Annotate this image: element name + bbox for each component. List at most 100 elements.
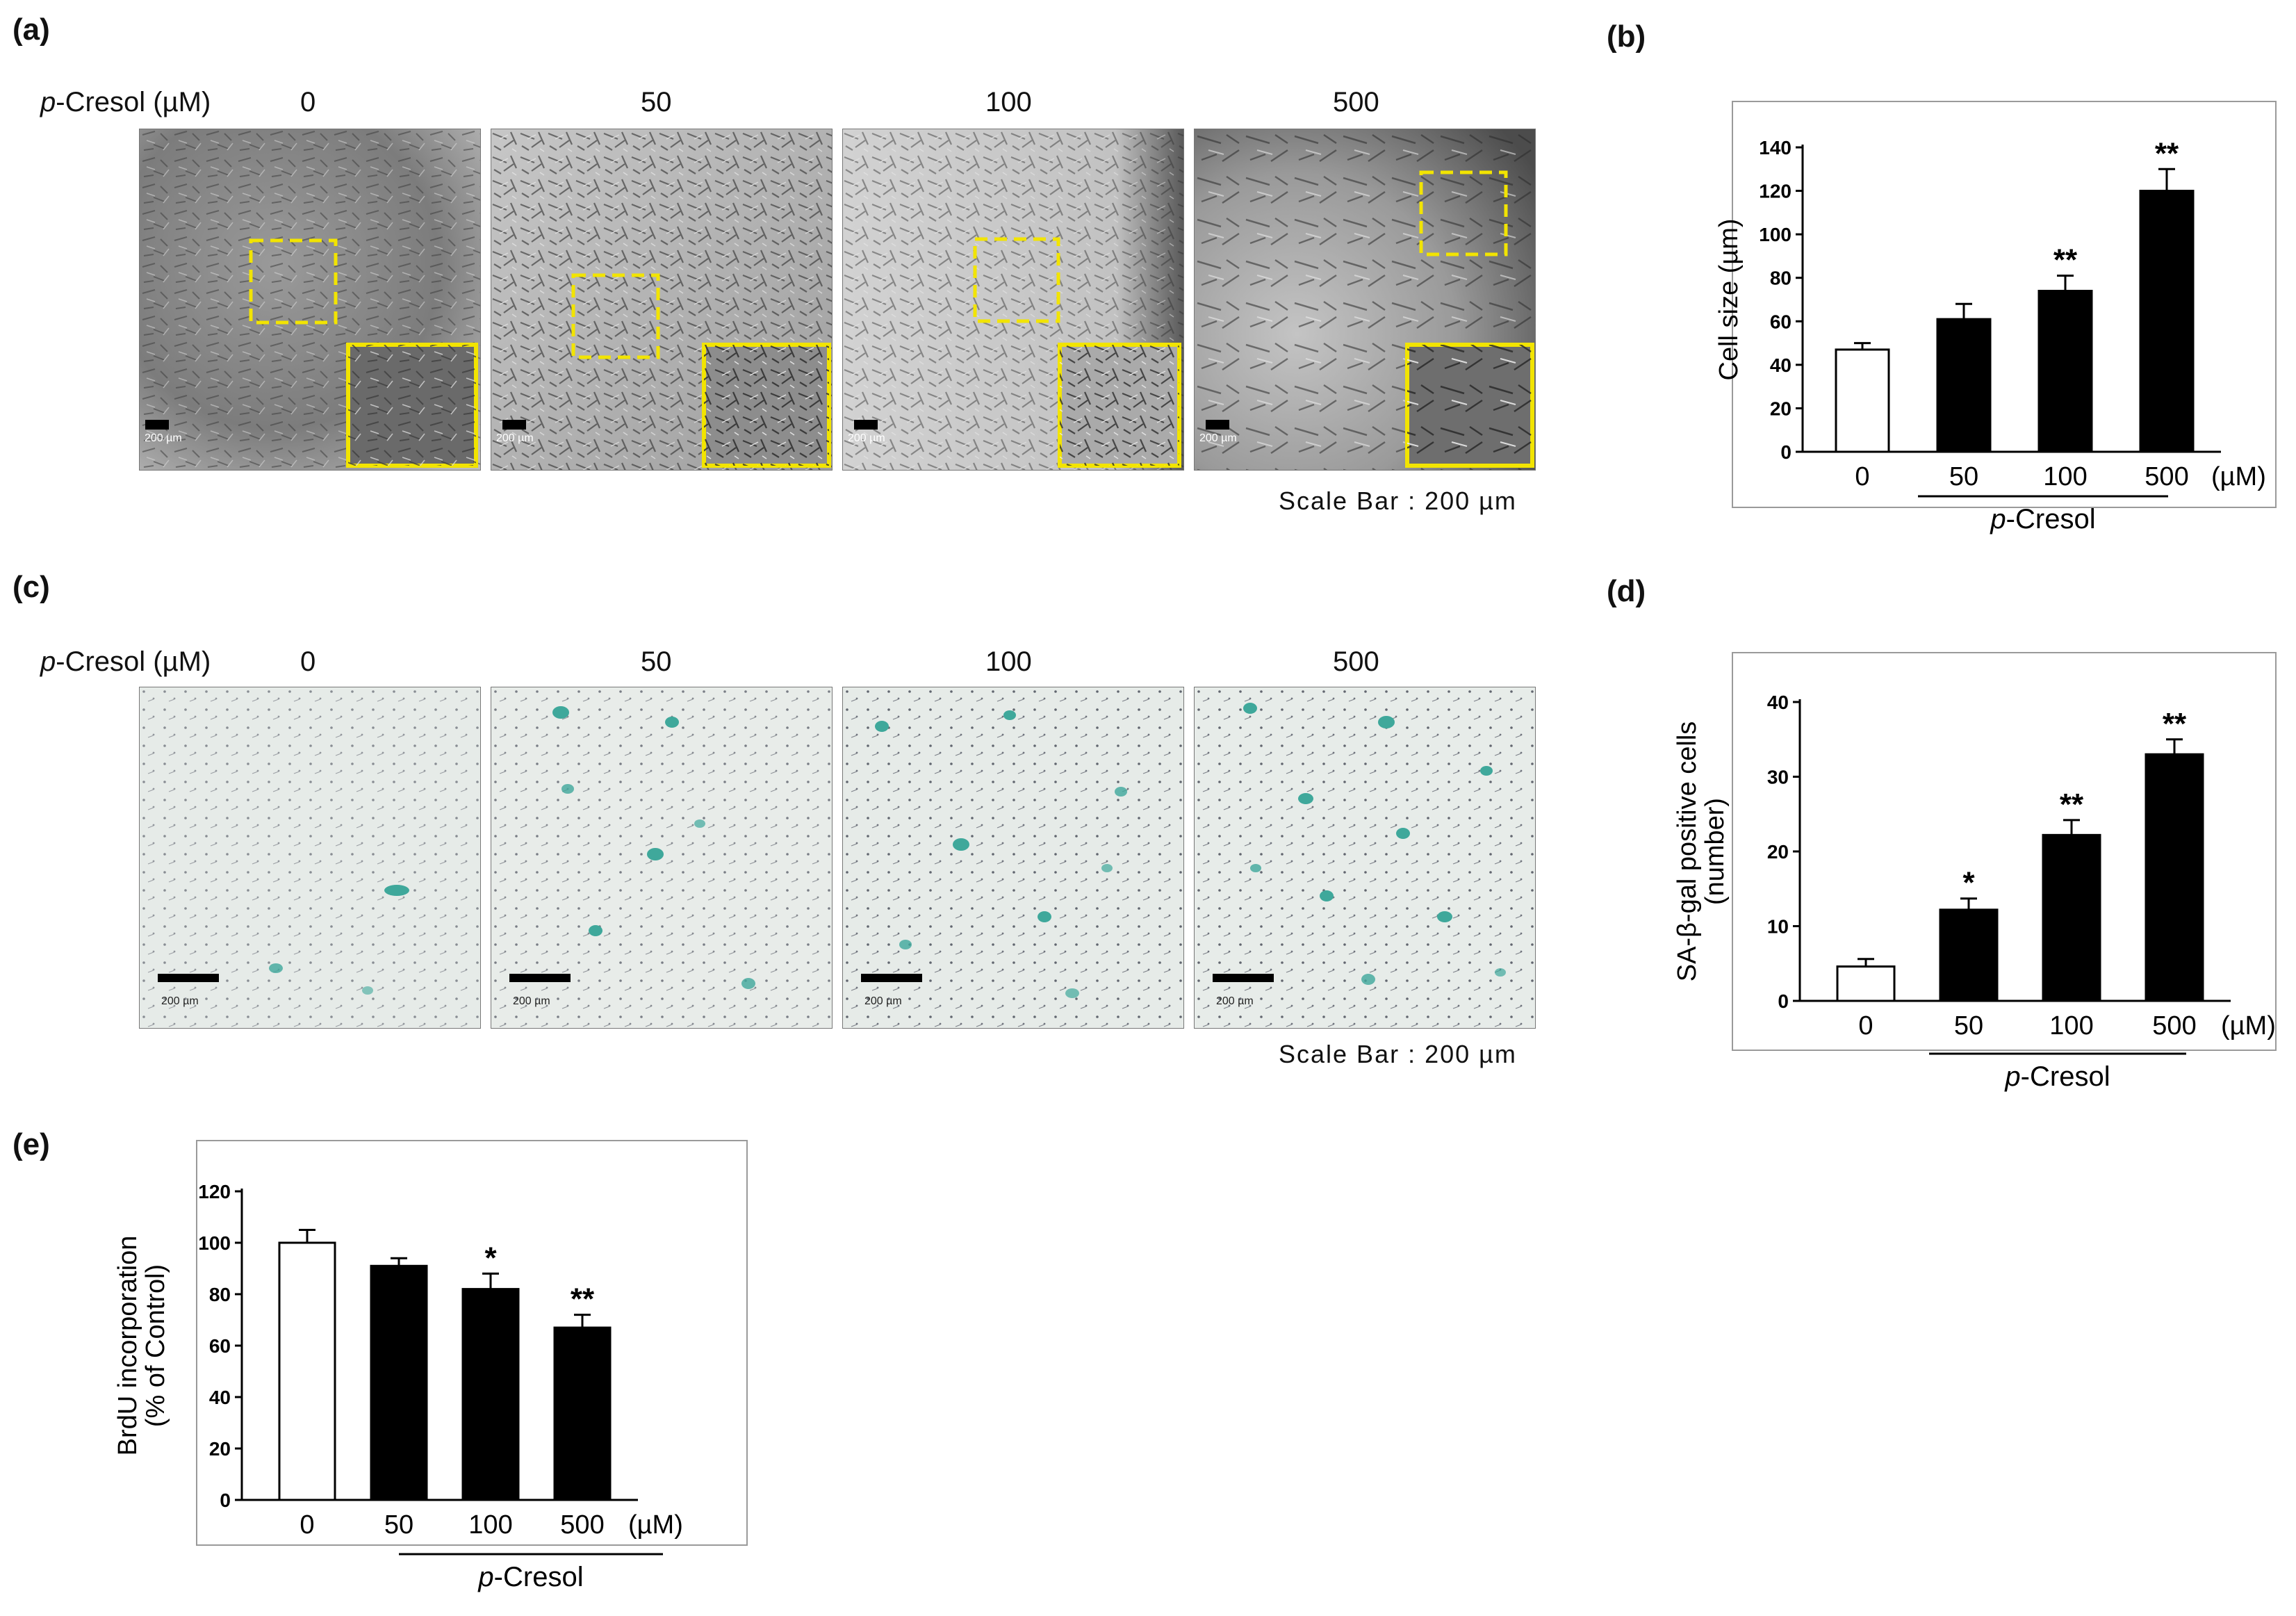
- treatment-bar: [461, 1288, 520, 1501]
- row-label-italic-prefix: p: [40, 87, 56, 117]
- y-tick-label: 140: [1759, 137, 1791, 158]
- scale-bar-label: 200 µm: [513, 995, 550, 1007]
- panel-c-row-label: p-Cresol (µM): [40, 646, 211, 678]
- treatment-bar: [2145, 753, 2204, 1002]
- group-label-italic-prefix: p: [2004, 1061, 2020, 1092]
- x-unit-label: (µM): [628, 1510, 683, 1540]
- x-category-label: 0: [300, 1510, 314, 1540]
- phase-contrast-image-100: [842, 129, 1184, 471]
- y-tick-label: 20: [1770, 398, 1791, 419]
- group-label-italic-prefix: p: [1990, 504, 2006, 534]
- panel-a-scale-caption: Scale Bar : 200 µm: [1279, 487, 1517, 515]
- panel-c-conc-50: 50: [641, 646, 672, 677]
- panel-a-row-label: p-Cresol (µM): [40, 87, 211, 118]
- panel-d-letter: (d): [1607, 574, 1646, 608]
- y-tick-label: 0: [1780, 441, 1791, 463]
- control-bar: [1836, 965, 1896, 1002]
- y-axis-label: (number): [1700, 798, 1730, 905]
- control-bar: [1835, 348, 1890, 453]
- significance-mark: *: [484, 1241, 497, 1275]
- panel-c-scale-caption: Scale Bar : 200 µm: [1279, 1040, 1517, 1068]
- scale-bar-label: 200 µm: [145, 432, 182, 444]
- panel-c-conc-100: 100: [985, 646, 1032, 677]
- y-tick-label: 80: [1770, 268, 1791, 289]
- panel-a-conc-100: 100: [985, 87, 1032, 117]
- panel-a-conc-500: 500: [1333, 87, 1379, 117]
- phase-contrast-image-0: [139, 129, 481, 471]
- x-category-label: 50: [1954, 1011, 1983, 1040]
- row-label-suffix: -Cresol (µM): [56, 646, 211, 677]
- panel-a-conc-0: 0: [300, 87, 316, 117]
- phase-contrast-image-500: [1194, 129, 1536, 471]
- phase-contrast-image-50: [491, 129, 833, 471]
- x-category-label: 50: [384, 1510, 413, 1540]
- panel-c-conc-0: 0: [300, 646, 316, 677]
- chart-d: 0 10 20 30 40 SA-β-gal positive cells(number)…: [1673, 692, 2276, 1092]
- y-tick-label: 80: [209, 1284, 231, 1305]
- sa-beta-gal-stain-image-100: [842, 687, 1184, 1029]
- y-tick-label: 100: [198, 1232, 231, 1254]
- scale-bar-label: 200 µm: [496, 432, 534, 444]
- x-category-label: 100: [2049, 1011, 2093, 1040]
- sa-beta-gal-stain-image-0: [139, 687, 481, 1029]
- group-label-italic-prefix: p: [477, 1562, 493, 1592]
- row-label-italic-prefix: p: [40, 646, 56, 677]
- y-tick-label: 40: [1770, 354, 1791, 376]
- scale-bar-label: 200 µm: [1216, 995, 1254, 1007]
- sa-beta-gal-stain-image-500: [1194, 687, 1536, 1029]
- panel-b-letter: (b): [1607, 19, 1646, 54]
- scale-bar-label: 200 µm: [848, 432, 885, 444]
- significance-mark: **: [2155, 136, 2179, 170]
- treatment-bar: [2037, 289, 2093, 453]
- y-tick-label: 0: [1778, 990, 1789, 1012]
- y-axis-label: Cell size (µm): [1714, 218, 1744, 380]
- treatment-bar: [1939, 908, 1999, 1002]
- y-tick-label: 30: [1767, 767, 1789, 788]
- y-axis-label: (% of Control): [141, 1264, 170, 1427]
- treatment-bar: [1936, 318, 1992, 453]
- panel-c-letter: (c): [13, 570, 50, 604]
- group-label: p-Cresol: [477, 1562, 583, 1592]
- treatment-bar: [370, 1264, 428, 1501]
- y-tick-label: 20: [1767, 841, 1789, 863]
- chart-b: 0 20 40 60 80 100 120 140 Cell size (µm) 0 50 ** 100…: [1714, 136, 2266, 534]
- panel-a-conc-50: 50: [641, 87, 672, 117]
- group-label-suffix: -Cresol: [2021, 1061, 2110, 1092]
- scale-bar-label: 200 µm: [864, 995, 902, 1007]
- x-unit-label: (µM): [2211, 462, 2266, 491]
- x-unit-label: (µM): [2221, 1011, 2276, 1040]
- treatment-bar: [553, 1326, 612, 1501]
- panel-c-conc-500: 500: [1333, 646, 1379, 677]
- y-tick-label: 0: [220, 1490, 231, 1511]
- scale-bar-label: 200 µm: [161, 995, 199, 1007]
- group-label-suffix: -Cresol: [2006, 504, 2096, 534]
- control-bar: [278, 1241, 336, 1501]
- row-label-suffix: -Cresol (µM): [56, 87, 211, 117]
- panel-a-letter: (a): [13, 13, 50, 47]
- significance-mark: **: [2163, 707, 2187, 741]
- y-tick-label: 60: [209, 1335, 231, 1357]
- x-category-label: 500: [560, 1510, 604, 1540]
- x-category-label: 0: [1858, 1011, 1873, 1040]
- y-axis-label: BrdU incorporation: [113, 1236, 142, 1456]
- group-label: p-Cresol: [1990, 504, 2095, 534]
- treatment-bar: [2042, 833, 2101, 1002]
- panel-e-letter: (e): [13, 1127, 50, 1161]
- y-tick-label: 20: [209, 1438, 231, 1460]
- y-tick-label: 60: [1770, 311, 1791, 332]
- y-tick-label: 40: [1767, 692, 1789, 713]
- group-label: p-Cresol: [2004, 1061, 2110, 1092]
- x-category-label: 0: [1855, 462, 1869, 491]
- x-category-label: 50: [1949, 462, 1978, 491]
- x-category-label: 500: [2145, 462, 2188, 491]
- significance-mark: *: [1962, 866, 1975, 900]
- x-category-label: 500: [2152, 1011, 2196, 1040]
- significance-mark: **: [2060, 787, 2084, 822]
- y-tick-label: 120: [198, 1181, 231, 1202]
- y-axis-label: SA-β-gal positive cells: [1673, 721, 1702, 982]
- sa-beta-gal-stain-image-50: [491, 687, 833, 1029]
- y-tick-label: 10: [1767, 916, 1789, 938]
- scale-bar-label: 200 µm: [1199, 432, 1237, 444]
- y-tick-label: 100: [1759, 224, 1791, 245]
- group-label-suffix: -Cresol: [494, 1562, 584, 1592]
